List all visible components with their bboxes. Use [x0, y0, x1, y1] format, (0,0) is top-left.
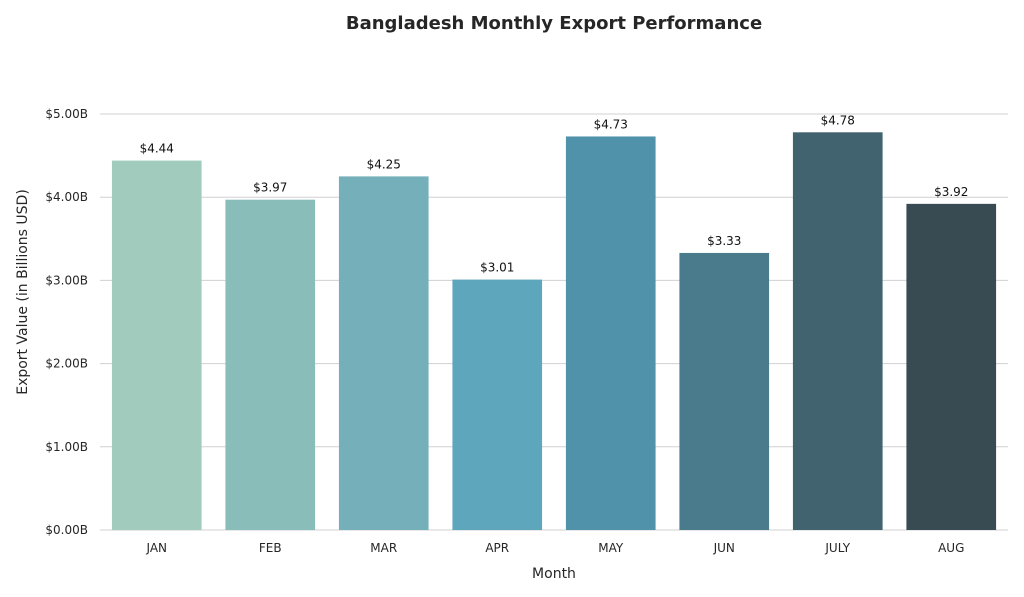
x-tick-label: FEB: [259, 541, 282, 555]
bar: [792, 132, 883, 530]
bar: [111, 160, 202, 531]
x-tick-label: JULY: [824, 541, 850, 555]
chart-title: Bangladesh Monthly Export Performance: [346, 13, 762, 34]
bar-value-label: $3.92: [934, 185, 968, 199]
x-tick-label: JUN: [713, 541, 735, 555]
bar: [338, 176, 429, 530]
y-axis-label: Export Value (in Billions USD): [15, 189, 31, 395]
y-tick-label: $3.00B: [45, 273, 88, 287]
bars: [111, 132, 997, 531]
bar-value-label: $4.78: [821, 113, 855, 127]
bar-value-label: $3.97: [253, 181, 287, 195]
bar-value-label: $4.73: [594, 117, 628, 131]
bar: [906, 203, 997, 530]
y-tick-label: $4.00B: [45, 190, 88, 204]
y-tick-label: $2.00B: [45, 357, 88, 371]
bar-value-labels: $4.44 $3.97 $4.25 $3.01 $4.73 $3.33 $4.78 $3.92: [140, 113, 969, 274]
x-tick-label: MAY: [598, 541, 624, 555]
x-tick-label: JAN: [145, 541, 167, 555]
y-tick-label: $1.00B: [45, 440, 88, 454]
x-tick-label: AUG: [938, 541, 964, 555]
y-axis-ticks: $0.00B $1.00B $2.00B $3.00B $4.00B $5.00B: [45, 107, 88, 537]
bar: [679, 252, 770, 530]
x-tick-label: APR: [485, 541, 509, 555]
x-axis-ticks: JAN FEB MAR APR MAY JUN JULY AUG: [145, 541, 964, 555]
bar: [225, 199, 316, 531]
bar-value-label: $4.44: [140, 142, 174, 156]
y-tick-label: $0.00B: [45, 523, 88, 537]
bar: [452, 279, 543, 530]
y-tick-label: $5.00B: [45, 107, 88, 121]
x-tick-label: MAR: [370, 541, 397, 555]
bar: [565, 136, 656, 531]
x-axis-label: Month: [532, 566, 576, 582]
bar-value-label: $4.25: [367, 157, 401, 171]
bar-value-label: $3.33: [707, 234, 741, 248]
bar-value-label: $3.01: [480, 261, 514, 275]
